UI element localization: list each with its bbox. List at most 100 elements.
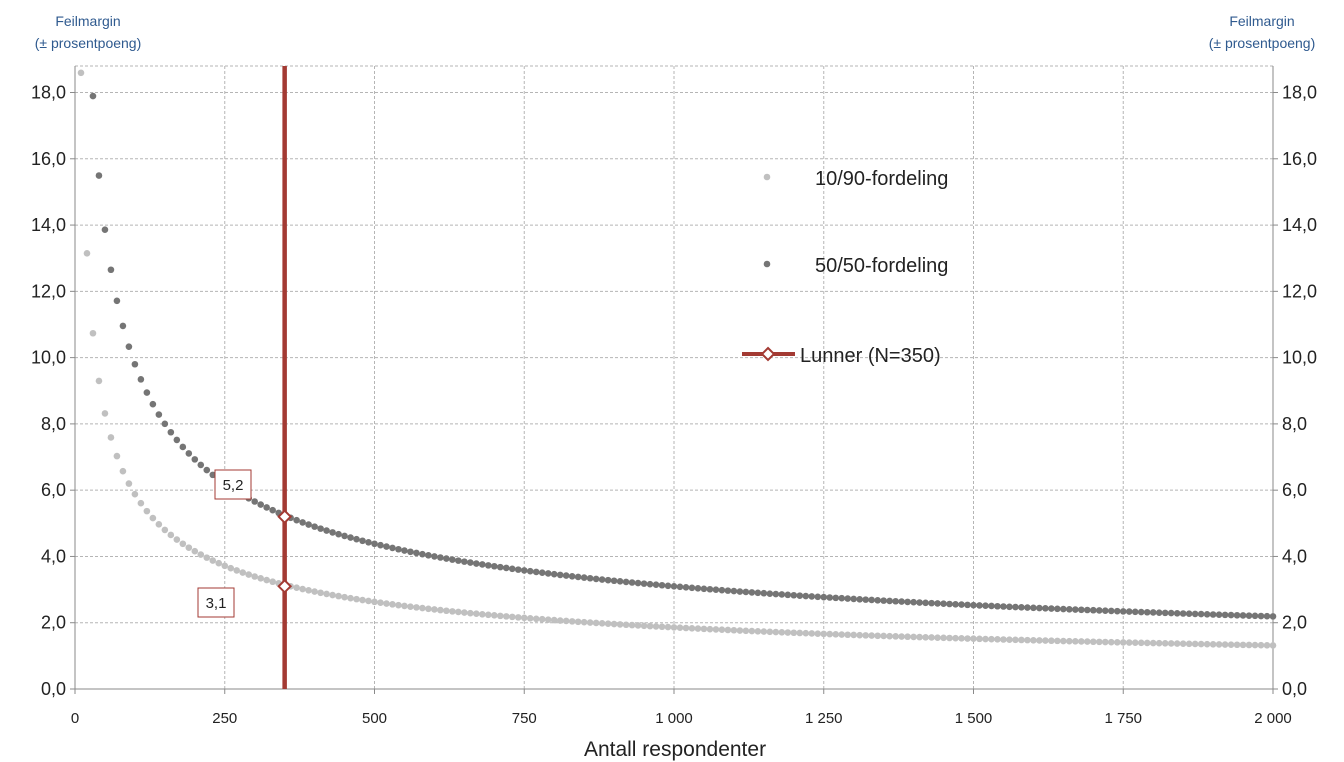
data-point bbox=[1060, 637, 1067, 645]
data-point bbox=[1221, 641, 1229, 648]
data-point bbox=[1042, 605, 1049, 612]
data-point bbox=[652, 581, 660, 589]
y-tick-label-left: 0,0 bbox=[41, 679, 66, 699]
data-point bbox=[898, 598, 905, 605]
data-point bbox=[299, 585, 306, 593]
data-point bbox=[844, 595, 852, 602]
data-point bbox=[922, 633, 929, 641]
data-point bbox=[485, 611, 492, 619]
data-point bbox=[1251, 641, 1259, 649]
data-point bbox=[544, 570, 552, 577]
data-point bbox=[263, 504, 270, 511]
data-point bbox=[437, 606, 444, 614]
y-tick-label-left: 16,0 bbox=[31, 149, 66, 169]
x-tick-label: 2 000 bbox=[1254, 710, 1292, 727]
data-point bbox=[718, 586, 726, 594]
y-tick-label-right: 16,0 bbox=[1282, 149, 1317, 169]
data-point bbox=[706, 625, 714, 633]
y-tick-label-right: 18,0 bbox=[1282, 83, 1317, 103]
data-point bbox=[161, 420, 169, 428]
x-tick-label: 750 bbox=[512, 710, 537, 727]
x-tick-label: 250 bbox=[212, 710, 237, 727]
data-point bbox=[940, 634, 947, 642]
data-point bbox=[952, 634, 959, 642]
data-point bbox=[143, 389, 151, 396]
y-tick-label-right: 6,0 bbox=[1282, 480, 1307, 500]
data-point bbox=[838, 631, 846, 638]
data-point bbox=[892, 633, 899, 640]
axes: 0,0 0,0 2,0 2,0 4,0 4,0 6,0 6,0 8,0 8,0 10,0 10,0 12… bbox=[31, 66, 1317, 727]
data-point bbox=[1101, 638, 1109, 646]
data-point bbox=[1167, 609, 1175, 617]
y-axis-title-left-line1: Feilmargin bbox=[55, 13, 121, 29]
data-point bbox=[419, 550, 426, 558]
data-point bbox=[341, 593, 348, 601]
data-point bbox=[856, 595, 863, 603]
data-point bbox=[910, 598, 917, 606]
data-point bbox=[365, 597, 372, 605]
y-axis-title-left: Feilmargin (± prosentpoeng) bbox=[8, 10, 168, 54]
data-point bbox=[1209, 640, 1217, 648]
y-tick-label-right: 2,0 bbox=[1282, 613, 1307, 633]
data-point bbox=[479, 561, 486, 568]
data-point bbox=[1101, 607, 1109, 614]
data-point bbox=[964, 601, 971, 609]
y-tick-label-right: 12,0 bbox=[1282, 281, 1317, 301]
x-tick-label: 1 750 bbox=[1104, 710, 1142, 727]
data-point bbox=[107, 434, 115, 441]
data-point bbox=[461, 609, 468, 616]
data-point bbox=[251, 573, 258, 580]
data-point bbox=[173, 536, 181, 543]
data-point bbox=[514, 566, 522, 573]
data-point bbox=[574, 573, 582, 581]
data-point bbox=[508, 613, 516, 621]
data-point bbox=[455, 557, 462, 564]
data-point bbox=[191, 547, 199, 555]
data-point bbox=[568, 618, 576, 625]
data-label-box bbox=[214, 469, 252, 500]
data-point bbox=[323, 590, 330, 598]
data-point bbox=[586, 574, 594, 582]
data-point bbox=[934, 634, 941, 641]
data-point bbox=[916, 633, 923, 641]
data-point bbox=[1251, 612, 1259, 620]
data-point bbox=[155, 411, 163, 418]
data-point bbox=[1012, 603, 1019, 611]
data-point bbox=[520, 567, 528, 574]
y-tick-label-right: 4,0 bbox=[1282, 546, 1307, 566]
data-point bbox=[988, 635, 995, 643]
data-point bbox=[1137, 608, 1145, 616]
data-point bbox=[1155, 639, 1163, 647]
data-point bbox=[766, 590, 774, 597]
data-point bbox=[1155, 609, 1163, 616]
data-point bbox=[706, 585, 714, 593]
data-point bbox=[892, 597, 899, 605]
data-point bbox=[1131, 639, 1139, 646]
data-point bbox=[149, 400, 157, 408]
data-point bbox=[437, 554, 444, 561]
data-point bbox=[730, 626, 738, 634]
data-point bbox=[556, 571, 564, 579]
y-axis-title-right-line1: Feilmargin bbox=[1229, 13, 1295, 29]
data-point bbox=[928, 599, 935, 607]
legend-marker-50-50 bbox=[763, 260, 771, 268]
data-point bbox=[754, 627, 762, 635]
data-point bbox=[95, 377, 103, 385]
data-point bbox=[431, 553, 438, 560]
data-point bbox=[383, 600, 390, 607]
data-point bbox=[802, 592, 810, 600]
data-point bbox=[874, 632, 881, 640]
data-point bbox=[544, 616, 552, 623]
data-point bbox=[808, 593, 816, 600]
data-point bbox=[520, 614, 528, 622]
data-point bbox=[1221, 611, 1229, 619]
data-point bbox=[1149, 639, 1157, 647]
data-point bbox=[1107, 638, 1115, 646]
data-point bbox=[934, 600, 941, 607]
data-point bbox=[1269, 613, 1277, 620]
data-point bbox=[910, 633, 917, 641]
data-point bbox=[335, 592, 342, 600]
data-point bbox=[640, 622, 648, 630]
data-point bbox=[1119, 608, 1127, 615]
y-tick-label-left: 8,0 bbox=[41, 414, 66, 434]
